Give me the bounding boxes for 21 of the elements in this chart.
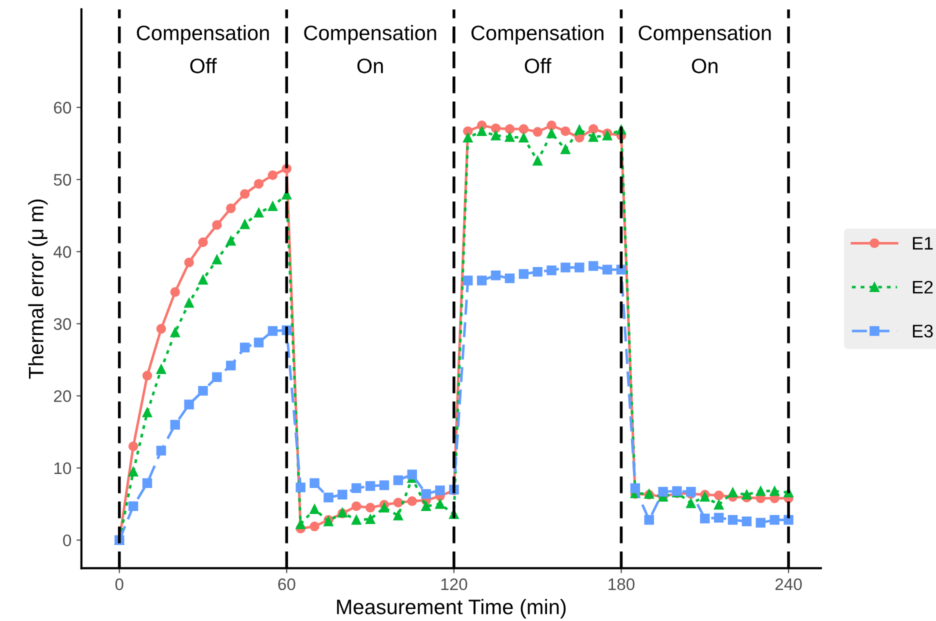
y-tick-label: 0 — [63, 534, 72, 546]
x-tick-label: 0 — [115, 578, 124, 590]
y-tick-label: 50 — [54, 174, 72, 186]
annotation: Compensation On — [638, 25, 771, 74]
y-tick-label: 20 — [54, 390, 72, 402]
legend-label: E2 — [912, 280, 933, 294]
y-tick-label: 40 — [54, 246, 72, 258]
x-tick-label: 60 — [278, 578, 296, 590]
annotation: Compensation Off — [471, 25, 604, 74]
annotation: Compensation Off — [136, 25, 269, 74]
annotation: Compensation On — [304, 25, 436, 74]
legend-label: E3 — [912, 324, 933, 338]
x-tick-label: 180 — [608, 578, 634, 590]
legend-label: E1 — [912, 237, 933, 250]
y-tick-label: 60 — [54, 102, 72, 114]
y-tick-label: 10 — [54, 462, 72, 474]
x-tick-label: 240 — [775, 578, 802, 590]
y-tick-label: 30 — [54, 318, 72, 330]
y-axis-title: Thermal error (μ m) — [28, 200, 48, 379]
x-axis-title: Measurement Time (min) — [337, 599, 566, 618]
x-tick-label: 120 — [441, 578, 468, 590]
